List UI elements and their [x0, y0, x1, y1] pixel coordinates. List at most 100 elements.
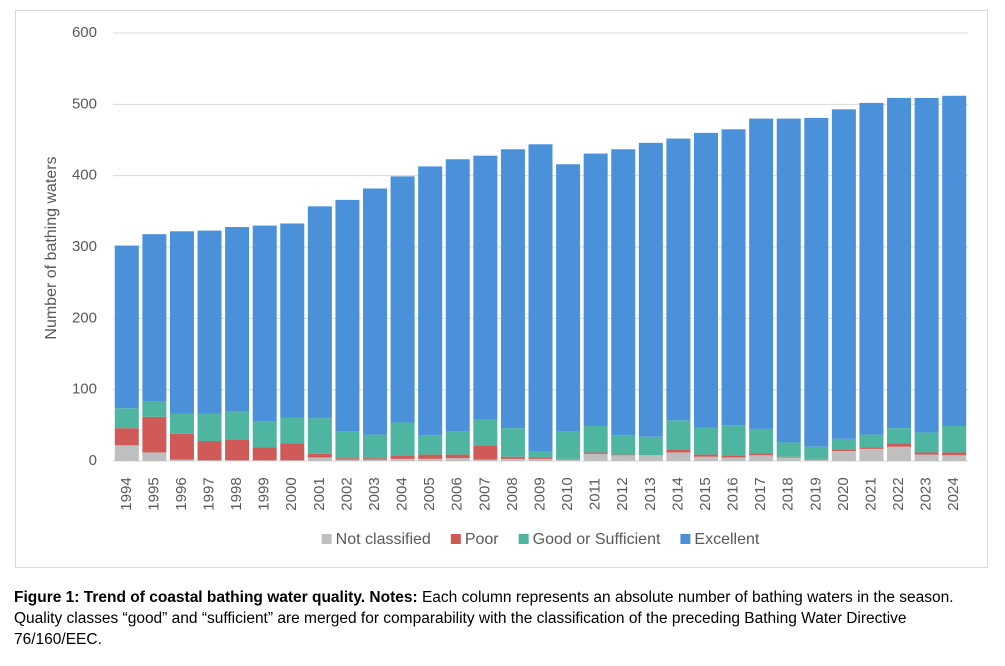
- bar-segment: [390, 176, 415, 423]
- bar-segment: [942, 95, 967, 427]
- bar-segment: [583, 452, 608, 454]
- bar-segment: [473, 445, 498, 460]
- bar-segment: [445, 454, 470, 459]
- y-tick-label: 0: [89, 452, 97, 469]
- caption: Figure 1: Trend of coastal bathing water…: [14, 587, 984, 650]
- bar-segment: [914, 454, 939, 461]
- x-tick-label: 1998: [228, 477, 245, 510]
- bar-segment: [252, 447, 277, 461]
- bar-segment: [114, 408, 139, 429]
- bar-segment: [749, 118, 774, 429]
- bar-segment: [197, 413, 222, 442]
- y-tick-label: 200: [72, 309, 97, 326]
- bar-segment: [473, 155, 498, 420]
- x-tick-label: 2010: [559, 477, 576, 510]
- bar-segment: [914, 97, 939, 433]
- x-tick-label: 2001: [311, 477, 328, 510]
- chart: Number of bathing waters 0 100 200 300 400 50…: [15, 10, 988, 568]
- bar-segment: [225, 227, 250, 412]
- bar-segment: [335, 459, 360, 461]
- bar-segment: [831, 438, 856, 450]
- bar-segment: [942, 426, 967, 453]
- bar-segment: [528, 458, 553, 461]
- bar-segment: [859, 447, 884, 449]
- x-tick-label: 2022: [890, 477, 907, 510]
- bar-segment: [804, 446, 829, 459]
- x-tick-label: 2015: [697, 477, 714, 510]
- x-tick-label: 2003: [366, 477, 383, 510]
- bar-segment: [749, 453, 774, 456]
- x-tick-label: 2021: [862, 477, 879, 510]
- bar-segment: [666, 138, 691, 421]
- bar-segment: [721, 455, 746, 458]
- bar-segment: [749, 428, 774, 454]
- bar-segment: [887, 446, 912, 461]
- bar-segment: [914, 432, 939, 453]
- x-tick-label: 2019: [807, 477, 824, 510]
- bar-segment: [169, 413, 194, 434]
- bar-segment: [114, 245, 139, 409]
- bar-segment: [583, 453, 608, 461]
- bar-segment: [307, 206, 332, 419]
- bar-segment: [445, 159, 470, 432]
- bar-segment: [335, 431, 360, 459]
- bar-segment: [197, 230, 222, 414]
- bar-segment: [225, 411, 250, 440]
- bar-segment: [666, 449, 691, 453]
- x-tick-label: 2016: [725, 477, 742, 510]
- bar-segment: [473, 419, 498, 446]
- x-tick-label: 2020: [835, 477, 852, 510]
- bar-segment: [307, 453, 332, 458]
- bar-segment: [280, 443, 305, 461]
- legend-swatch: [321, 534, 332, 544]
- bar-segment: [169, 231, 194, 414]
- bar-segment: [142, 452, 167, 461]
- bar-segment: [114, 445, 139, 461]
- bar-segment: [666, 420, 691, 450]
- legend-swatch: [680, 534, 691, 544]
- bar-segment: [528, 457, 553, 459]
- bar-segment: [280, 223, 305, 418]
- caption-text: Each column represents an absolute numbe…: [14, 589, 954, 648]
- bar-segment: [887, 443, 912, 447]
- bar-segment: [804, 117, 829, 447]
- bar-segment: [776, 457, 801, 461]
- chart-frame: [15, 10, 988, 568]
- bar-segment: [142, 416, 167, 453]
- bar-segment: [556, 459, 581, 461]
- x-tick-label: 2004: [394, 477, 411, 510]
- bar-segment: [500, 456, 525, 459]
- bar-segment: [942, 452, 967, 456]
- bar-segment: [611, 149, 636, 436]
- x-tick-label: 1995: [145, 477, 162, 510]
- legend-label: Good or Sufficient: [533, 531, 661, 548]
- bar-segment: [638, 436, 663, 456]
- y-tick-label: 300: [72, 238, 97, 255]
- x-tick-label: 2007: [476, 477, 493, 510]
- x-tick-label: 2011: [587, 478, 604, 510]
- bar-segment: [611, 454, 636, 456]
- bar-segment: [252, 225, 277, 422]
- x-tick-label: 2006: [449, 477, 466, 510]
- y-tick-label: 600: [72, 24, 97, 41]
- bar-segment: [335, 458, 360, 460]
- bar-segment: [776, 456, 801, 458]
- x-tick-label: 2012: [614, 477, 631, 510]
- bar-segment: [307, 418, 332, 454]
- legend-label: Not classified: [336, 531, 431, 548]
- bar-segment: [721, 457, 746, 461]
- bar-segment: [500, 458, 525, 461]
- legend-label: Excellent: [694, 531, 759, 548]
- bar-segment: [776, 118, 801, 443]
- y-axis-label: Number of bathing waters: [43, 156, 60, 339]
- bar-segment: [418, 454, 443, 459]
- legend-label: Poor: [465, 531, 499, 548]
- bar-segment: [390, 458, 415, 461]
- bar-segment: [363, 458, 388, 460]
- bar-segment: [142, 401, 167, 417]
- bar-segment: [942, 455, 967, 461]
- legend-swatch: [518, 534, 529, 544]
- bar-segment: [418, 166, 443, 436]
- bar-segment: [804, 459, 829, 461]
- x-tick-label: 1996: [173, 477, 190, 510]
